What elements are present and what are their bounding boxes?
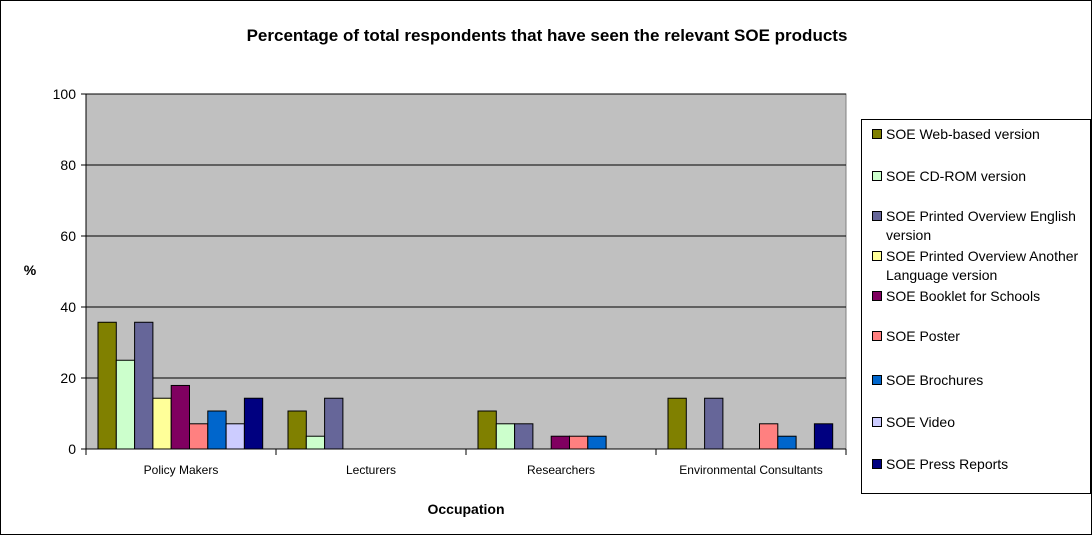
gridlines	[86, 93, 846, 379]
legend-swatch	[872, 211, 882, 221]
legend-label: SOE Press Reports	[886, 456, 1009, 472]
bar	[287, 410, 307, 450]
legend-label: SOE Web-based version	[886, 126, 1040, 142]
bar	[813, 423, 834, 450]
legend-label: SOE Poster	[886, 328, 960, 344]
x-tick-label: Researchers	[527, 463, 595, 477]
bar	[667, 397, 687, 450]
bar	[115, 359, 136, 450]
legend-label: SOE Booklet for Schools	[886, 288, 1041, 304]
legend-swatch	[872, 291, 882, 301]
legend-label: SOE Printed Overview English version	[886, 208, 1076, 243]
y-axis-label: %	[24, 262, 37, 278]
y-tick-labels: 0 20 40 60 80 100	[53, 86, 77, 457]
bar	[134, 321, 154, 450]
legend-swatch	[872, 417, 882, 427]
x-tick-label: Policy Makers	[144, 463, 219, 477]
bar	[759, 423, 779, 450]
legend-swatch	[872, 251, 882, 261]
bar	[477, 410, 497, 450]
y-tick-label: 20	[60, 370, 76, 386]
bar	[189, 423, 209, 450]
bar	[569, 435, 589, 450]
bar	[324, 397, 344, 450]
bar	[207, 410, 227, 450]
plot-area	[85, 93, 847, 450]
legend-swatch	[872, 129, 882, 139]
bar	[97, 321, 117, 450]
bar	[495, 423, 516, 450]
legend-label: SOE Printed Overview Another Language ve…	[886, 248, 1079, 283]
y-tick-label: 0	[68, 441, 76, 457]
legend-swatch	[872, 459, 882, 469]
bar	[305, 435, 326, 450]
bar	[225, 423, 245, 450]
y-tick-label: 40	[60, 299, 76, 315]
legend-swatch	[872, 331, 882, 341]
y-tick-label: 100	[53, 86, 77, 102]
axes	[81, 93, 847, 455]
x-axis-label: Occupation	[427, 501, 504, 517]
y-tick-label: 80	[60, 157, 76, 173]
legend-label: SOE CD-ROM version	[886, 168, 1027, 184]
bar	[152, 397, 172, 450]
legend-swatch	[872, 171, 882, 181]
x-tick-label: Environmental Consultants	[679, 463, 822, 477]
legend-label: SOE Brochures	[886, 372, 984, 388]
x-tick-label: Lecturers	[346, 463, 396, 477]
bar	[243, 397, 264, 450]
legend-label: SOE Video	[886, 414, 956, 430]
bar	[587, 435, 607, 450]
bar	[704, 397, 724, 450]
bar	[777, 435, 797, 450]
y-tick-label: 60	[60, 228, 76, 244]
bar	[514, 423, 534, 450]
legend-swatch	[872, 375, 882, 385]
legend: SOE Web-based version SOE CD-ROM version S…	[861, 119, 1091, 494]
bar	[550, 435, 571, 450]
chart-title: Percentage of total respondents that hav…	[247, 26, 848, 45]
x-tick-labels: Policy Makers Lecturers Researchers Environ…	[144, 463, 823, 477]
bar	[170, 384, 190, 450]
